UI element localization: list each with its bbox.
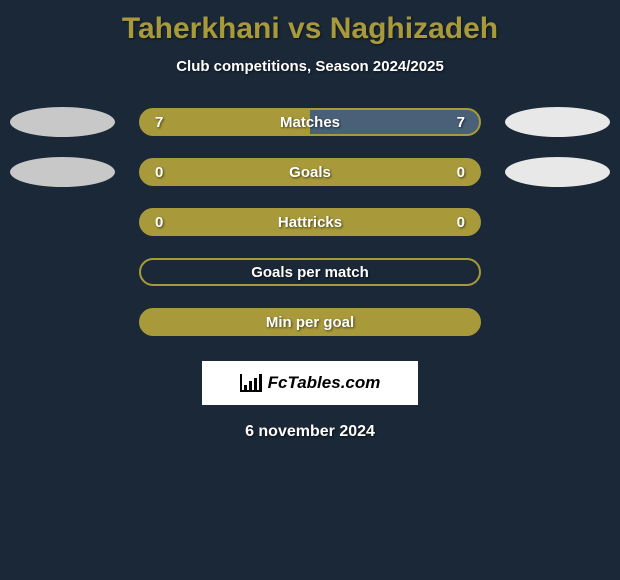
- stat-value-left: 0: [155, 164, 163, 181]
- stats-rows: 7 Matches 7 0 Goals 0 0 Hattricks 0: [0, 107, 620, 337]
- comparison-title: Taherkhani vs Naghizadeh: [0, 0, 620, 46]
- stat-value-left: 7: [155, 114, 163, 131]
- player-right-oval: [505, 157, 610, 187]
- stat-value-right: 7: [457, 114, 465, 131]
- stat-bar-goals: 0 Goals 0: [139, 158, 481, 186]
- stat-value-left: 0: [155, 214, 163, 231]
- source-logo: FcTables.com: [202, 361, 418, 405]
- stat-row: 7 Matches 7: [0, 107, 620, 137]
- snapshot-date: 6 november 2024: [0, 423, 620, 441]
- stat-bar-min-per-goal: Min per goal: [139, 308, 481, 336]
- infographic-container: Taherkhani vs Naghizadeh Club competitio…: [0, 0, 620, 580]
- stat-bar-matches: 7 Matches 7: [139, 108, 481, 136]
- stat-row: 0 Hattricks 0: [0, 207, 620, 237]
- chart-icon: [240, 374, 262, 392]
- season-subtitle: Club competitions, Season 2024/2025: [0, 58, 620, 75]
- stat-label: Matches: [280, 114, 340, 131]
- player-left-oval: [10, 157, 115, 187]
- logo-text: FcTables.com: [268, 373, 381, 393]
- stat-row: 0 Goals 0: [0, 157, 620, 187]
- stat-value-right: 0: [457, 214, 465, 231]
- stat-row: Min per goal: [0, 307, 620, 337]
- stat-label: Goals: [289, 164, 331, 181]
- player-left-oval: [10, 107, 115, 137]
- stat-label: Goals per match: [251, 264, 369, 281]
- stat-row: Goals per match: [0, 257, 620, 287]
- stat-value-right: 0: [457, 164, 465, 181]
- stat-label: Min per goal: [266, 314, 354, 331]
- stat-bar-goals-per-match: Goals per match: [139, 258, 481, 286]
- player-right-oval: [505, 107, 610, 137]
- stat-bar-hattricks: 0 Hattricks 0: [139, 208, 481, 236]
- stat-label: Hattricks: [278, 214, 342, 231]
